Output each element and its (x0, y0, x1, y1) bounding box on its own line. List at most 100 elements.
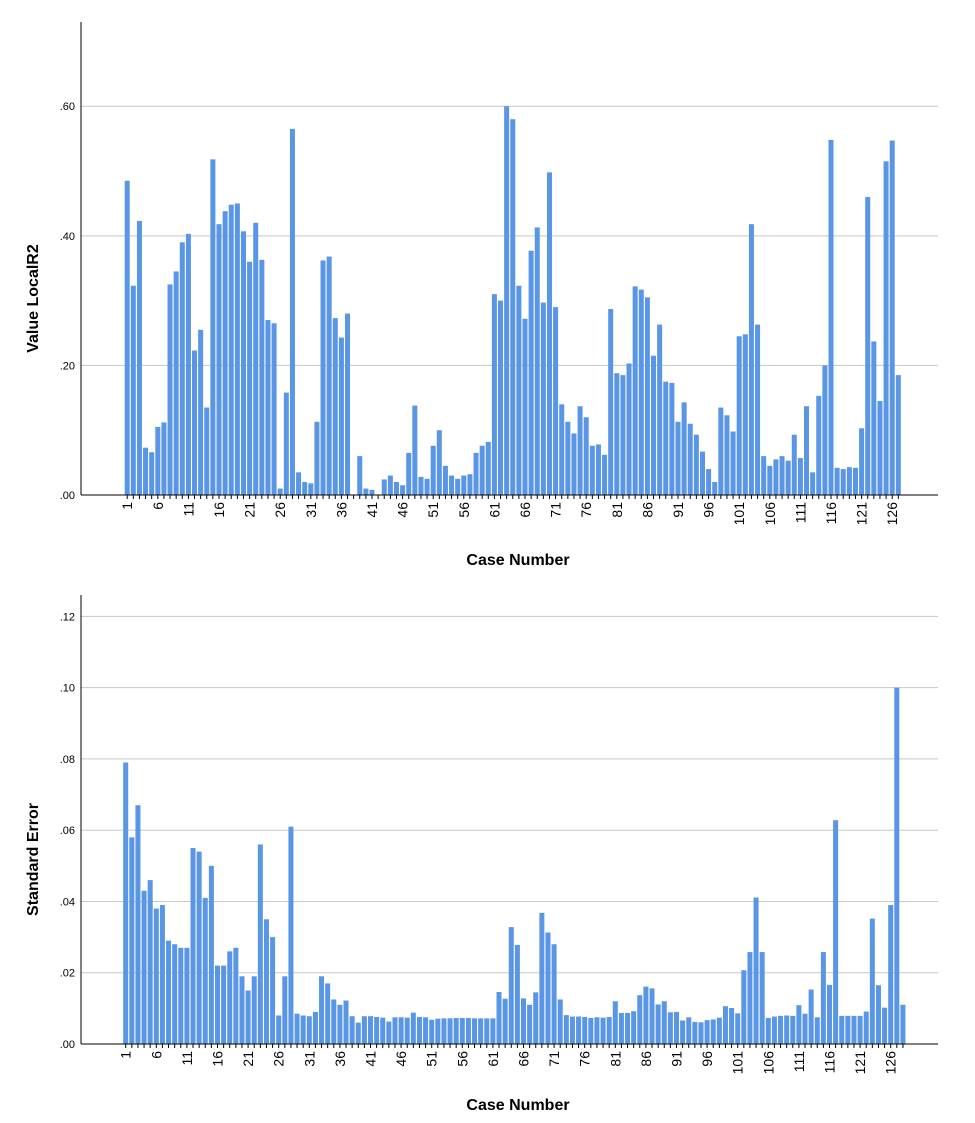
bar (147, 880, 153, 1044)
bar (771, 1016, 777, 1044)
bar (185, 233, 191, 495)
bar (502, 998, 508, 1044)
x-tick-label: 51 (424, 1051, 440, 1067)
x-tick-label: 26 (272, 502, 288, 518)
bar (418, 476, 424, 495)
bar (540, 302, 546, 495)
bar (129, 837, 135, 1044)
bar (761, 456, 767, 495)
bar (369, 489, 375, 495)
y-tick-label: .06 (60, 825, 75, 837)
x-tick-label: 96 (701, 502, 717, 518)
y-tick-label: .60 (60, 101, 75, 113)
x-tick-label: 76 (578, 502, 594, 518)
bar (300, 1015, 306, 1044)
bar (436, 430, 442, 495)
x-tick-label: 101 (731, 502, 747, 526)
bar (724, 415, 730, 495)
x-tick-label: 111 (791, 1051, 807, 1072)
x-tick-label: 36 (333, 502, 349, 518)
bar (820, 952, 826, 1044)
bar (412, 405, 418, 495)
bar (442, 465, 448, 495)
bar (808, 989, 814, 1044)
bar (184, 947, 190, 1044)
bar (545, 932, 551, 1044)
bar (312, 1011, 318, 1044)
bar (612, 1001, 618, 1044)
x-tick-label: 71 (548, 502, 564, 518)
x-tick-label: 61 (486, 502, 502, 518)
bar (143, 447, 149, 495)
bar (710, 1019, 716, 1044)
bar (319, 976, 325, 1044)
bar (167, 284, 173, 495)
bar (759, 952, 765, 1044)
x-tick-label: 31 (303, 502, 319, 518)
y-tick-label: .00 (60, 1039, 75, 1051)
bar (228, 204, 234, 495)
x-tick-label: 116 (822, 1051, 838, 1074)
bar (484, 1018, 490, 1044)
y-tick-label: .04 (60, 896, 75, 908)
bar (130, 285, 136, 495)
x-tick-label: 6 (150, 502, 166, 510)
bar (747, 952, 753, 1044)
bar (614, 373, 620, 495)
bar (840, 469, 846, 495)
x-tick-label: 121 (854, 502, 870, 526)
bar (192, 350, 198, 495)
bar (423, 1017, 429, 1044)
bar (741, 970, 747, 1044)
bar (826, 984, 833, 1044)
bar (851, 1015, 857, 1044)
bar (123, 762, 129, 1044)
bar (563, 1015, 569, 1044)
bar (698, 1022, 704, 1044)
bar (681, 402, 687, 495)
x-tick-label: 21 (242, 502, 258, 518)
bar (331, 999, 337, 1044)
bar (565, 421, 571, 495)
bar (404, 1017, 410, 1044)
bar (141, 890, 147, 1044)
local-r2-chart: .00.20.40.601 6 11 16 21 26 31 36 41 46 51 56 61 66 71… (25, 22, 938, 569)
bar (326, 256, 332, 495)
bar (631, 1011, 637, 1044)
bar (626, 363, 632, 495)
bar (204, 407, 210, 495)
bar (380, 1017, 386, 1044)
x-tick-label: 101 (730, 1051, 746, 1075)
x-tick-label: 16 (211, 502, 227, 518)
bar (804, 406, 810, 495)
bar (221, 965, 227, 1044)
bar (222, 211, 228, 495)
bar (337, 1004, 343, 1044)
bar (773, 459, 779, 495)
bar (889, 140, 895, 495)
bar (178, 947, 184, 1044)
x-tick-label: 91 (670, 502, 686, 518)
x-tick-label: 116 (823, 502, 839, 525)
bar (643, 986, 649, 1044)
bar (314, 421, 320, 495)
bar (680, 1020, 686, 1044)
bar (722, 1006, 728, 1044)
bar (277, 488, 283, 495)
bar (852, 467, 858, 495)
bar (508, 927, 514, 1044)
bar (644, 297, 650, 495)
bar (602, 454, 608, 495)
bar (357, 456, 363, 495)
bar (465, 1017, 471, 1044)
bar (282, 976, 288, 1044)
bar (159, 905, 165, 1044)
bar (245, 990, 251, 1044)
x-tick-label: 11 (180, 502, 196, 517)
bar (429, 1019, 435, 1044)
bar (320, 260, 326, 495)
bar (416, 1016, 422, 1044)
bar (441, 1018, 447, 1044)
bar (632, 286, 638, 495)
bar (834, 467, 840, 495)
